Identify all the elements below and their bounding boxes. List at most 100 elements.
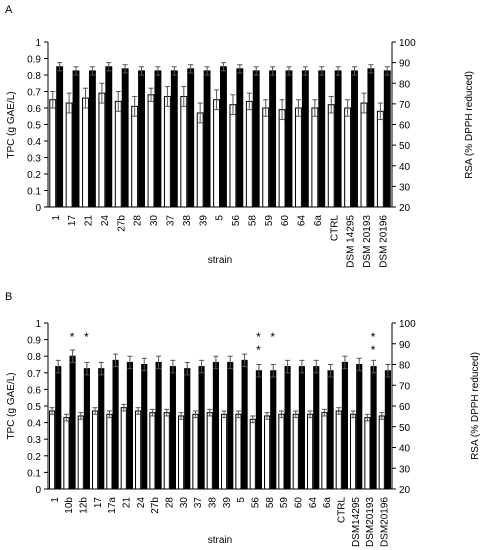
left-tick-label: 1	[35, 38, 41, 49]
bar-tpc	[264, 415, 271, 490]
left-tick-label: 0	[35, 485, 41, 496]
bar-tpc	[278, 413, 285, 490]
bar-rsa	[121, 68, 129, 208]
bar-tpc	[213, 99, 221, 208]
x-tick-label: 5	[215, 215, 226, 221]
left-tick-label: 0.4	[27, 137, 41, 148]
bar-rsa	[351, 70, 358, 208]
x-tick-label: DSM14295	[351, 497, 362, 547]
bar-rsa	[270, 370, 277, 490]
bar-tpc	[120, 407, 127, 490]
bar-rsa	[241, 359, 248, 490]
right-tick-label: 90	[399, 59, 411, 70]
bar-rsa	[69, 355, 76, 490]
x-tick-label: 37	[165, 215, 176, 227]
right-tick-label: 100	[399, 319, 416, 330]
bar-tpc	[335, 410, 342, 490]
bar-rsa	[55, 366, 62, 490]
x-tick-label: 59	[279, 497, 290, 509]
right-tick-label: 80	[399, 361, 411, 372]
left-tick-label: 0.9	[27, 336, 41, 347]
x-tick-label: DSM 20196	[378, 215, 389, 268]
bar-tpc	[378, 415, 385, 490]
bar-tpc	[245, 100, 253, 208]
x-tick-label: 27b	[116, 215, 127, 232]
bar-tpc	[49, 410, 56, 490]
panel-label: A	[5, 4, 13, 16]
x-tick-label: 17	[67, 215, 78, 227]
bar-rsa	[141, 364, 148, 490]
right-tick-label: 20	[399, 203, 411, 214]
left-tick-label: 0.1	[27, 468, 41, 479]
bar-rsa	[198, 366, 205, 490]
x-tick-label: 17a	[107, 497, 118, 514]
x-tick-label: 1	[50, 497, 61, 503]
x-axis-label: strain	[208, 535, 232, 546]
x-tick-label: 1	[51, 215, 62, 221]
bar-tpc	[321, 412, 328, 490]
x-tick-label: DSM20196	[379, 497, 390, 547]
bar-tpc	[376, 110, 384, 208]
x-tick-label: 64	[297, 215, 308, 227]
x-tick-label: 17	[93, 497, 104, 509]
significance-asterisk: *	[84, 330, 89, 344]
significance-asterisk: *	[256, 343, 261, 357]
x-tick-label: 21	[121, 497, 132, 509]
bar-tpc	[163, 412, 170, 490]
x-tick-label: 39	[198, 215, 209, 227]
bar-tpc	[163, 95, 171, 208]
bar-rsa	[367, 68, 375, 208]
x-tick-label: 56	[231, 215, 242, 227]
bar-rsa	[327, 370, 334, 490]
x-tick-label: CTRL	[329, 215, 340, 242]
bar-rsa	[212, 361, 219, 490]
x-tick-label: 21	[84, 215, 95, 227]
right-tick-label: 60	[399, 402, 411, 413]
y-axis-label-right: RSA (% DPPH reduced)	[470, 352, 481, 460]
bar-tpc	[98, 92, 106, 208]
x-tick-label: 24	[100, 215, 111, 227]
x-tick-label: 10b	[64, 497, 75, 514]
right-tick-label: 30	[399, 182, 411, 193]
bar-rsa	[154, 70, 162, 208]
bar-tpc	[360, 102, 368, 208]
x-tick-label: 6a	[322, 497, 333, 509]
right-tick-label: 80	[399, 79, 411, 90]
x-tick-label: 27b	[150, 497, 161, 514]
bar-tpc	[82, 97, 89, 208]
bar-rsa	[187, 68, 195, 208]
significance-asterisk: *	[270, 330, 275, 344]
left-tick-label: 0.2	[27, 170, 41, 181]
x-tick-label: DSM 20193	[362, 215, 373, 268]
bar-rsa	[334, 70, 342, 208]
bar-rsa	[313, 366, 320, 490]
bar-rsa	[236, 68, 244, 208]
bar-rsa	[384, 370, 391, 490]
right-tick-label: 50	[399, 141, 411, 152]
right-tick-label: 30	[399, 464, 411, 475]
bar-rsa	[72, 70, 80, 208]
significance-asterisk: *	[371, 343, 376, 357]
bar-rsa	[88, 70, 96, 208]
bar-tpc	[364, 417, 371, 490]
x-tick-label: 24	[136, 497, 147, 509]
left-tick-label: 0.5	[27, 121, 41, 132]
bar-tpc	[131, 105, 139, 208]
left-tick-label: 0.3	[27, 154, 41, 165]
bar-tpc	[135, 410, 142, 490]
x-tick-label: 39	[222, 497, 233, 509]
chart-panel-b: B 0 0.1 0.2 0.3 0.4 0.5 0.6 0.7 0.8 0.9 1 20 30 40 50 60…	[5, 291, 481, 547]
left-tick-label: 0.5	[27, 402, 41, 413]
bar-rsa	[138, 70, 145, 208]
bar-rsa	[370, 366, 377, 490]
bar-rsa	[105, 66, 113, 208]
left-tick-label: 0.8	[27, 71, 41, 82]
left-tick-label: 0.4	[27, 419, 41, 430]
bar-tpc	[65, 102, 73, 208]
x-axis-label: strain	[208, 255, 232, 266]
x-tick-label: 59	[264, 215, 275, 227]
x-tick-label: 60	[293, 497, 304, 509]
x-tick-label: 38	[207, 497, 218, 509]
right-tick-label: 40	[399, 162, 411, 173]
x-tick-label: DSM20193	[365, 497, 376, 547]
